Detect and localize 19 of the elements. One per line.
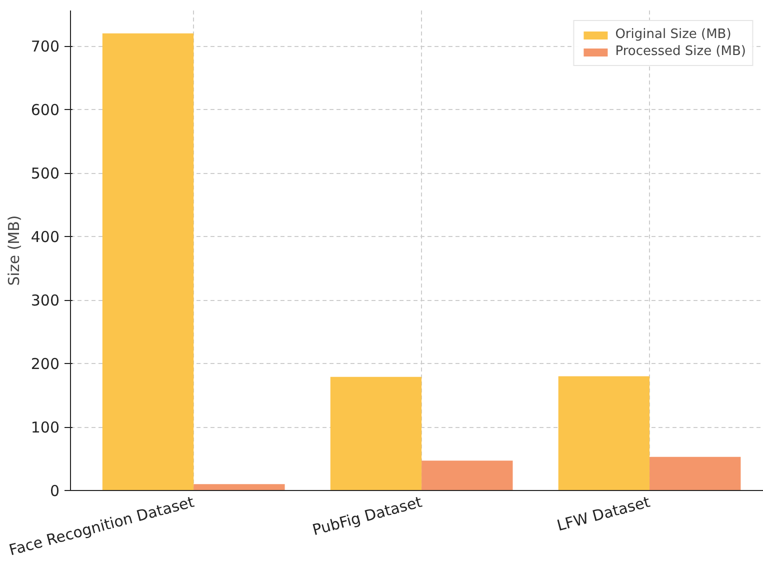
y-tick-label: 300 [30, 292, 60, 310]
y-tick-label: 600 [30, 101, 60, 120]
y-tick-label: 100 [30, 418, 60, 437]
y-tick-label: 200 [30, 355, 60, 374]
bar [330, 376, 422, 490]
y-axis-title: Size (MB) [4, 215, 23, 286]
bar [558, 376, 650, 490]
x-tick-label: PubFig Dataset [310, 492, 424, 540]
y-tick-label: 0 [50, 482, 60, 500]
bar [102, 33, 194, 490]
bar [422, 460, 513, 490]
bar [194, 484, 285, 490]
bar [650, 456, 741, 490]
legend-label: Original Size (MB) [615, 27, 732, 42]
y-tick-label: 500 [30, 164, 60, 183]
legend-label: Processed Size (MB) [615, 44, 746, 59]
x-tick-label: LFW Dataset [555, 492, 652, 535]
y-tick-label: 700 [30, 38, 60, 56]
y-tick-label: 400 [30, 228, 60, 246]
